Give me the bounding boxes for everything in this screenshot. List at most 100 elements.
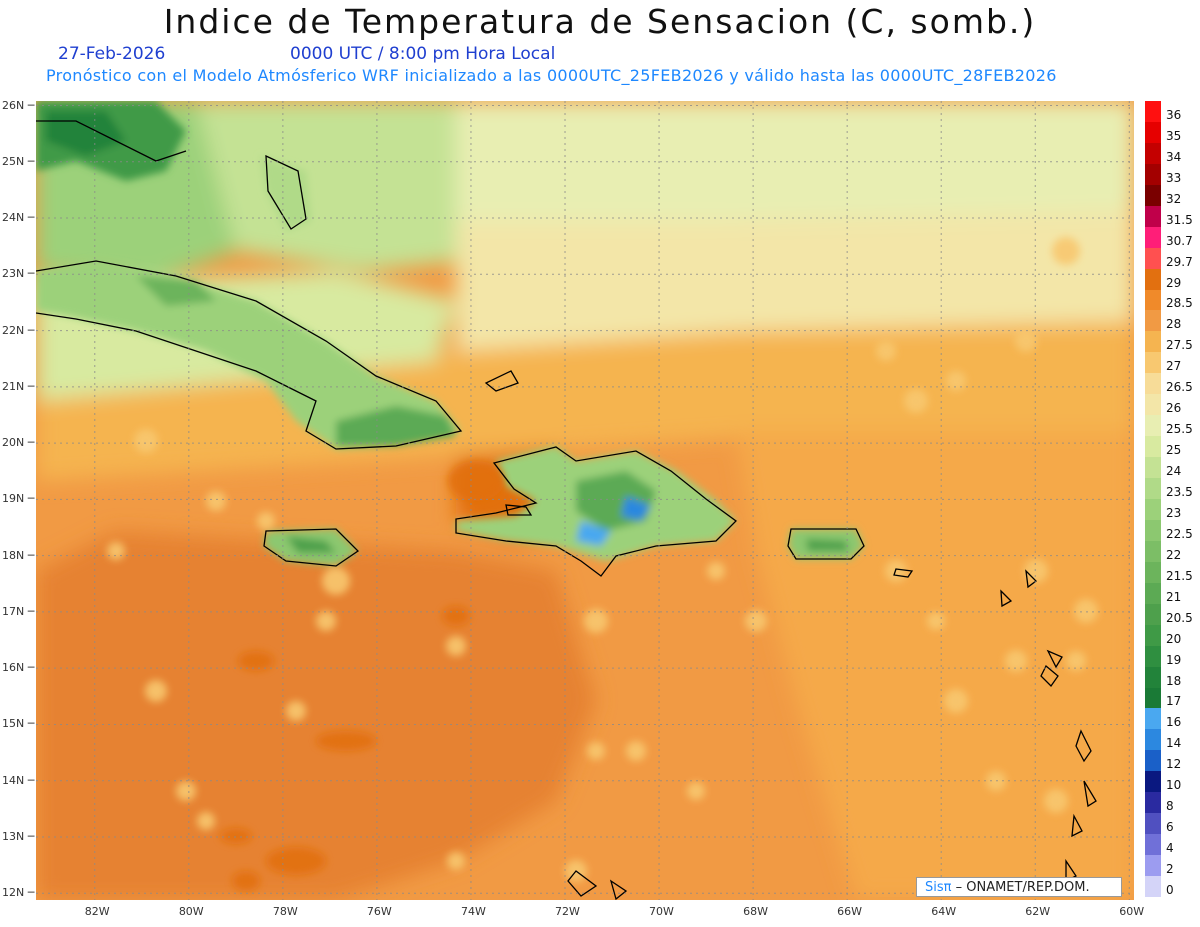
color-scale-segment: [1145, 101, 1161, 123]
color-scale-segment: [1145, 645, 1161, 668]
color-scale-label: 25: [1166, 443, 1182, 458]
model-run-info: Pronóstico con el Modelo Atmósferico WRF…: [46, 66, 1057, 85]
color-scale-segment: [1145, 813, 1161, 835]
color-scale-label: 26: [1166, 401, 1182, 416]
color-scale-segment: [1145, 771, 1161, 793]
color-scale-segment: [1145, 268, 1161, 291]
lat-tick-label: 24N ─: [2, 211, 35, 225]
color-scale-label: 32: [1166, 191, 1182, 206]
color-scale-segment: [1145, 603, 1161, 626]
sispi-logo: Sisπ: [925, 880, 952, 895]
color-scale-segment: [1145, 247, 1161, 270]
lon-tick-label: 64W: [931, 905, 957, 918]
color-scale-label: 2: [1166, 862, 1174, 877]
color-scale-segment: [1145, 457, 1161, 479]
color-scale-segment: [1145, 834, 1161, 856]
lon-tick-label: 76W: [366, 905, 392, 918]
color-scale-segment: [1145, 499, 1161, 521]
color-scale-label: 23: [1166, 505, 1182, 520]
color-scale-label: 6: [1166, 820, 1174, 835]
lat-tick-label: 17N ─: [2, 604, 35, 618]
color-scale-label: 28.5: [1166, 296, 1193, 311]
color-scale-segment: [1145, 394, 1161, 416]
color-scale-label: 29.7: [1166, 254, 1193, 269]
coastlines: [36, 120, 1097, 900]
color-scale-segment: [1145, 121, 1161, 144]
color-scale-segment: [1145, 561, 1161, 584]
color-scale-label: 20: [1166, 631, 1182, 646]
color-scale-segment: [1145, 582, 1161, 605]
color-scale-segment: [1145, 415, 1161, 437]
lat-tick-label: 22N ─: [2, 323, 35, 337]
lon-tick-label: 66W: [837, 905, 863, 918]
color-scale-label: 18: [1166, 673, 1182, 688]
color-scale-label: 24: [1166, 464, 1182, 479]
color-scale-segment: [1145, 331, 1161, 353]
lat-tick-label: 13N ─: [2, 829, 35, 843]
color-scale-label: 17: [1166, 694, 1182, 709]
map-canvas: [36, 101, 1134, 900]
color-scale-label: 23.5: [1166, 485, 1193, 499]
lat-tick-label: 25N ─: [2, 154, 35, 168]
lat-tick-label: 19N ─: [2, 492, 35, 506]
lat-tick-label: 18N ─: [2, 548, 35, 562]
heat-field: [36, 101, 1134, 900]
lat-tick-label: 14N ─: [2, 773, 35, 787]
color-scale-label: 31.5: [1166, 212, 1193, 227]
color-scale-label: 26.5: [1166, 380, 1193, 395]
forecast-date: 27-Feb-2026: [58, 44, 166, 64]
color-scale-label: 22: [1166, 547, 1182, 562]
color-scale-label: 36: [1166, 107, 1182, 122]
color-scale-segment: [1145, 205, 1161, 228]
color-scale-segment: [1145, 184, 1161, 207]
color-scale-label: 19: [1166, 652, 1182, 667]
color-scale-segment: [1145, 876, 1161, 898]
lon-tick-label: 72W: [555, 905, 580, 918]
credit-box: Sisπ – ONAMET/REP.DOM.: [916, 877, 1122, 897]
lon-tick-label: 62W: [1025, 905, 1051, 918]
color-scale-segment: [1145, 855, 1161, 877]
lat-tick-label: 16N ─: [2, 661, 35, 675]
lat-tick-label: 21N ─: [2, 379, 35, 393]
color-scale-label: 33: [1166, 170, 1182, 185]
lon-tick-label: 82W: [84, 905, 110, 918]
color-scale-label: 30.7: [1166, 233, 1193, 248]
lat-tick-label: 15N ─: [2, 717, 35, 731]
color-scale-label: 27.5: [1166, 338, 1193, 353]
color-scale-label: 21.5: [1166, 568, 1193, 583]
color-scale-segment: [1145, 226, 1161, 249]
lat-tick-label: 20N ─: [2, 436, 35, 450]
temperature-map: [36, 101, 1134, 900]
color-scale-segment: [1145, 750, 1161, 772]
color-scale-label: 25.5: [1166, 422, 1193, 437]
color-scale-label: 0: [1166, 883, 1174, 897]
color-scale-segment: [1145, 373, 1161, 395]
lon-tick-label: 78W: [272, 905, 298, 918]
color-scale-label: 20.5: [1166, 610, 1193, 625]
lon-tick-label: 60W: [1119, 905, 1145, 918]
sea-blobs: [107, 237, 1098, 882]
color-scale-label: 12: [1166, 757, 1182, 772]
color-scale-segment: [1145, 163, 1161, 186]
color-scale-label: 4: [1166, 841, 1174, 856]
color-scale-segment: [1145, 792, 1161, 814]
color-scale-label: 35: [1166, 128, 1182, 143]
map-title: Indice de Temperatura de Sensacion (C, s…: [163, 2, 1037, 41]
color-scale-label: 14: [1166, 736, 1182, 751]
color-scale-label: 16: [1166, 715, 1182, 730]
color-scale-segment: [1145, 687, 1161, 709]
color-scale-label: 29: [1166, 275, 1182, 290]
color-scale-segment: [1145, 478, 1161, 500]
color-scale-segment: [1145, 142, 1161, 165]
color-scale-segment: [1145, 436, 1161, 458]
color-scale-label: 21: [1166, 589, 1182, 604]
lon-tick-label: 74W: [460, 905, 486, 918]
lon-tick-label: 68W: [743, 905, 768, 918]
hot-patches: [220, 461, 504, 891]
color-scale-label: 10: [1166, 778, 1182, 793]
color-scale-label: 8: [1166, 799, 1174, 814]
color-scale-segment: [1145, 624, 1161, 647]
color-scale-segment: [1145, 729, 1161, 751]
lat-tick-label: 26N ─: [2, 98, 35, 112]
color-scale-segment: [1145, 708, 1161, 730]
